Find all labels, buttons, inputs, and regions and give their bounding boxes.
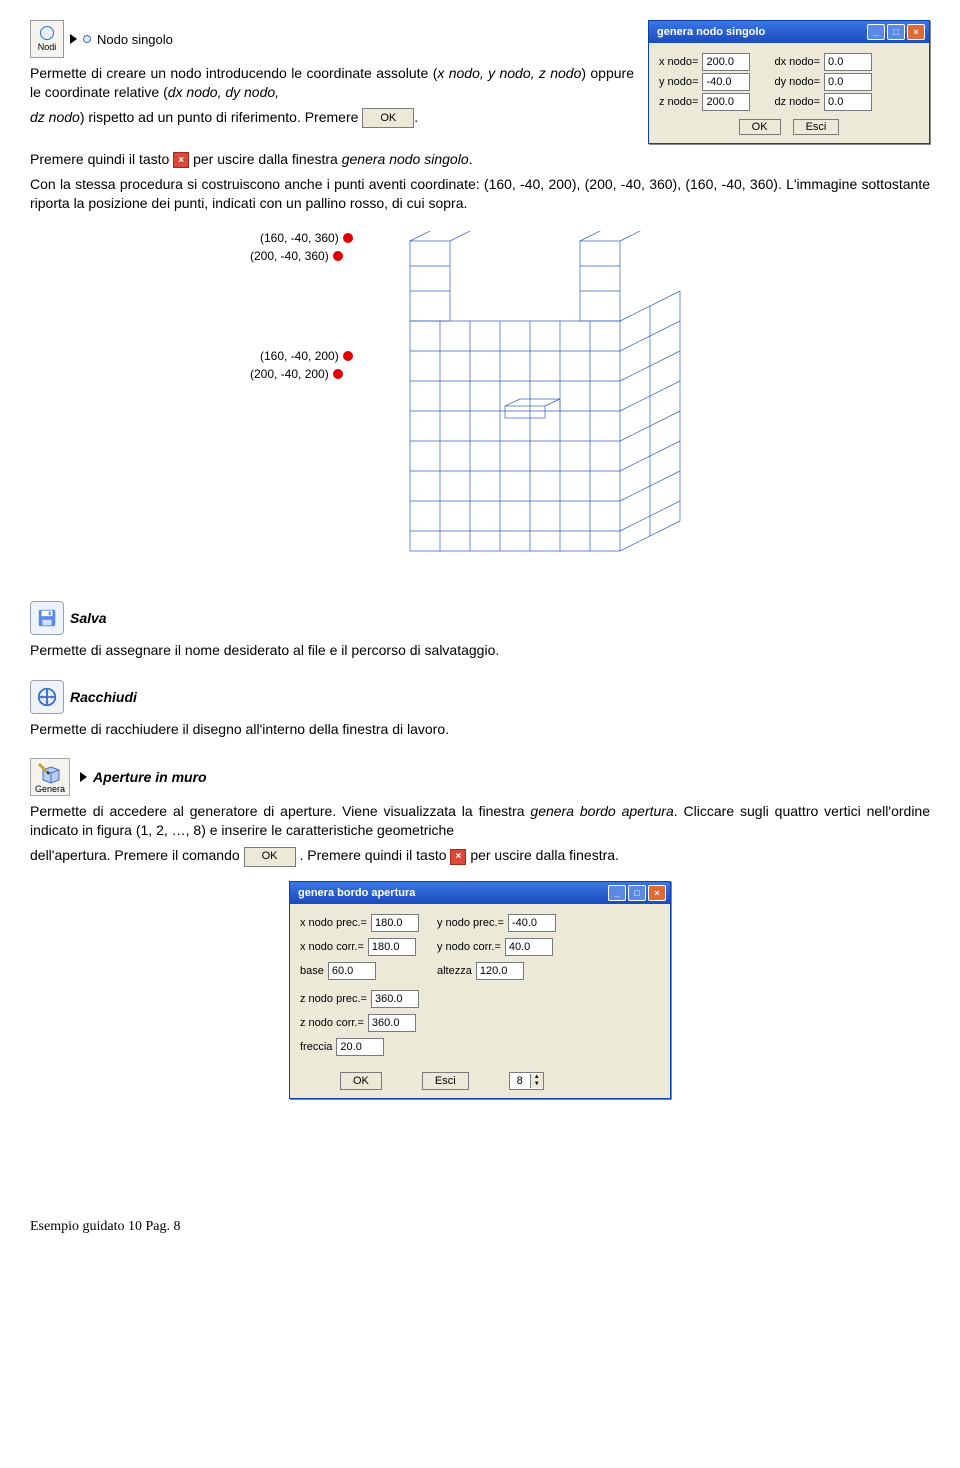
maximize-button[interactable]: □ xyxy=(887,24,905,40)
node-label-3: (160, -40, 200) xyxy=(260,349,339,363)
salva-text: Permette di assegnare il nome desiderato… xyxy=(30,641,930,660)
x-input[interactable] xyxy=(702,53,750,71)
zc-input[interactable] xyxy=(368,1014,416,1032)
salva-label: Salva xyxy=(70,610,107,626)
genera-nodo-singolo-window: genera nodo singolo _ □ × x nodo= y nodo… xyxy=(648,20,930,144)
ok-inline-button[interactable]: OK xyxy=(362,108,414,128)
aperture-section: Genera Aperture in muro xyxy=(30,758,930,796)
racchiudi-section: Racchiudi xyxy=(30,680,930,714)
nodo-singolo-label: Nodo singolo xyxy=(97,32,173,47)
paragraph-3: Con la stessa procedura si costruiscono … xyxy=(30,175,930,213)
paragraph-1b: dz nodo) rispetto ad un punto di riferim… xyxy=(30,108,634,128)
minimize-button[interactable]: _ xyxy=(867,24,885,40)
ok-button[interactable]: OK xyxy=(340,1072,382,1090)
genera-button[interactable]: Genera xyxy=(30,758,70,796)
xp-input[interactable] xyxy=(371,914,419,932)
toolbar: Nodi Nodo singolo xyxy=(30,20,634,58)
close-inline-icon[interactable]: × xyxy=(173,152,189,168)
xc-label: x nodo corr.= xyxy=(300,941,364,953)
page-footer: Esempio guidato 10 Pag. 8 xyxy=(30,1219,930,1235)
esci-button[interactable]: Esci xyxy=(793,119,840,135)
arrow-icon xyxy=(70,34,77,44)
z-label: z nodo= xyxy=(659,96,698,108)
yp-label: y nodo prec.= xyxy=(437,917,504,929)
y-label: y nodo= xyxy=(659,76,698,88)
window-titlebar: genera bordo apertura _ □ × xyxy=(290,882,670,904)
red-dot-icon xyxy=(343,351,353,361)
dz-label: dz nodo= xyxy=(774,96,820,108)
count-spinner[interactable]: ▲▼ xyxy=(509,1072,544,1090)
yc-label: y nodo corr.= xyxy=(437,941,501,953)
paragraph-2: Premere quindi il tasto × per uscire dal… xyxy=(30,150,930,169)
nodo-singolo-item[interactable]: Nodo singolo xyxy=(83,32,173,47)
x-label: x nodo= xyxy=(659,56,698,68)
node-small-icon xyxy=(83,35,91,43)
node-label-4: (200, -40, 200) xyxy=(250,367,329,381)
paragraph-1: Permette di creare un nodo introducendo … xyxy=(30,64,634,102)
zp-input[interactable] xyxy=(371,990,419,1008)
dx-input[interactable] xyxy=(824,53,872,71)
xc-input[interactable] xyxy=(368,938,416,956)
wireframe-svg xyxy=(370,231,710,571)
red-dot-icon xyxy=(333,251,343,261)
spin-up[interactable]: ▲ xyxy=(530,1074,543,1081)
ok-button[interactable]: OK xyxy=(739,119,781,135)
dz-input[interactable] xyxy=(824,93,872,111)
zc-label: z nodo corr.= xyxy=(300,1017,364,1029)
yp-input[interactable] xyxy=(508,914,556,932)
nodi-label: Nodi xyxy=(38,42,57,52)
salva-section: Salva xyxy=(30,601,930,635)
window-titlebar: genera nodo singolo _ □ × xyxy=(649,21,929,43)
spin-down[interactable]: ▼ xyxy=(530,1081,543,1088)
spinner-input[interactable] xyxy=(510,1073,530,1089)
aperture-para-2: dell'apertura. Premere il comando OK . P… xyxy=(30,846,930,866)
node-label-2: (200, -40, 360) xyxy=(250,249,329,263)
red-dot-icon xyxy=(333,369,343,379)
red-dot-icon xyxy=(343,233,353,243)
dy-input[interactable] xyxy=(824,73,872,91)
fr-input[interactable] xyxy=(336,1038,384,1056)
close-inline-icon[interactable]: × xyxy=(450,849,466,865)
arrow-icon xyxy=(80,772,87,782)
fr-label: freccia xyxy=(300,1041,332,1053)
genera-bordo-apertura-window: genera bordo apertura _ □ × x nodo prec.… xyxy=(289,881,671,1099)
racchiudi-icon[interactable] xyxy=(30,680,64,714)
zp-label: z nodo prec.= xyxy=(300,993,367,1005)
dy-label: dy nodo= xyxy=(774,76,820,88)
base-input[interactable] xyxy=(328,962,376,980)
yc-input[interactable] xyxy=(505,938,553,956)
dx-label: dx nodo= xyxy=(774,56,820,68)
wireframe-figure: (160, -40, 360) (200, -40, 360) (160, -4… xyxy=(230,231,730,571)
genera-label: Genera xyxy=(35,784,65,794)
alt-input[interactable] xyxy=(476,962,524,980)
aperture-label: Aperture in muro xyxy=(93,769,207,785)
close-button[interactable]: × xyxy=(907,24,925,40)
save-icon[interactable] xyxy=(30,601,64,635)
cube-pencil-icon xyxy=(37,762,63,784)
aperture-para-1: Permette di accedere al generatore di ap… xyxy=(30,802,930,840)
node-label-1: (160, -40, 360) xyxy=(260,231,339,245)
racchiudi-label: Racchiudi xyxy=(70,689,137,705)
window-title: genera nodo singolo xyxy=(657,26,765,38)
node-icon xyxy=(40,26,54,40)
base-label: base xyxy=(300,965,324,977)
xp-label: x nodo prec.= xyxy=(300,917,367,929)
maximize-button[interactable]: □ xyxy=(628,885,646,901)
window-title: genera bordo apertura xyxy=(298,887,415,899)
minimize-button[interactable]: _ xyxy=(608,885,626,901)
ok-inline-button[interactable]: OK xyxy=(244,847,296,867)
esci-button[interactable]: Esci xyxy=(422,1072,469,1090)
close-button[interactable]: × xyxy=(648,885,666,901)
y-input[interactable] xyxy=(702,73,750,91)
nodi-button[interactable]: Nodi xyxy=(30,20,64,58)
racchiudi-text: Permette di racchiudere il disegno all'i… xyxy=(30,720,930,739)
alt-label: altezza xyxy=(437,965,472,977)
z-input[interactable] xyxy=(702,93,750,111)
